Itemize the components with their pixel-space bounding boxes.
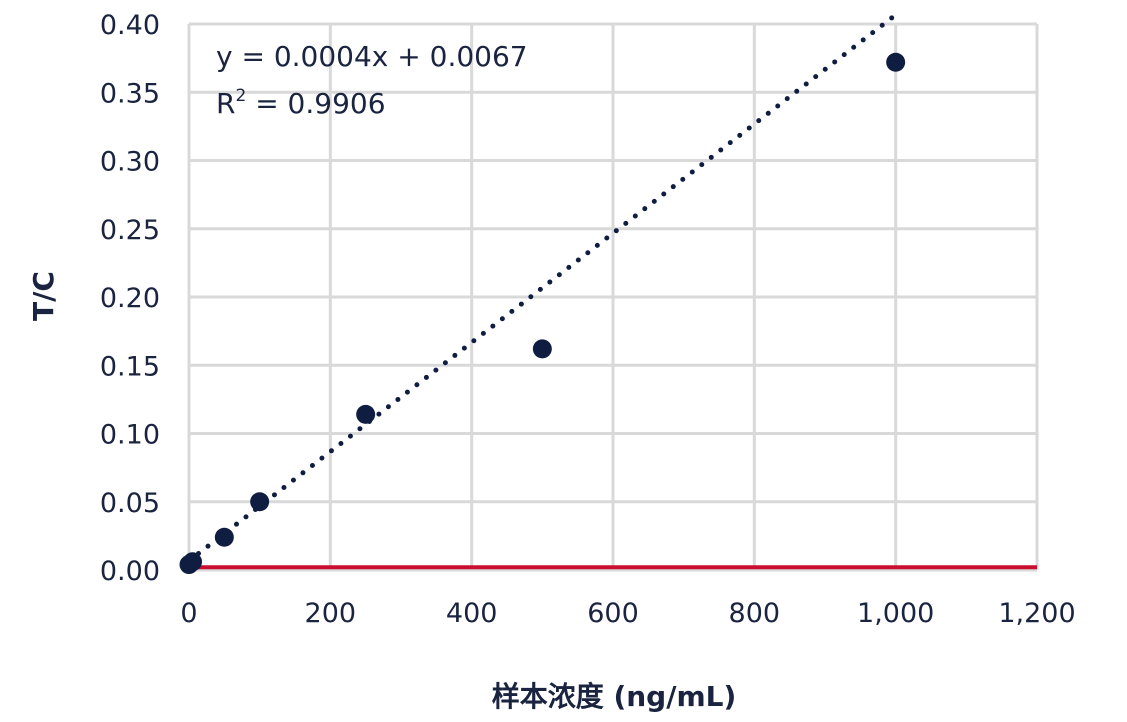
trendline — [186, 12, 899, 564]
r-squared-superscript: 2 — [235, 86, 246, 106]
data-point — [886, 52, 906, 72]
data-point — [532, 339, 552, 359]
y-tick-label: 0.35 — [100, 78, 160, 109]
y-tick-label: 0.25 — [100, 215, 160, 246]
x-tick-label: 200 — [305, 598, 357, 629]
y-tick-label: 0.40 — [100, 10, 160, 41]
r-squared-annotation: R2 = 0.9906 — [216, 86, 386, 120]
x-tick-label: 0 — [180, 598, 197, 629]
x-axis-ticks: 0 200 400 600 800 1,000 1,200 — [180, 598, 1075, 629]
y-tick-label: 0.20 — [100, 283, 160, 314]
x-tick-label: 600 — [587, 598, 639, 629]
y-axis-ticks: 0.00 0.05 0.10 0.15 0.20 0.25 0.30 0.35 0.40 — [100, 10, 160, 587]
gridlines — [187, 22, 1039, 572]
y-axis-title: T/C — [27, 271, 60, 321]
data-point — [214, 527, 234, 547]
equation-annotation: y = 0.0004x + 0.0067 — [216, 40, 528, 73]
data-point — [356, 404, 376, 424]
x-tick-label: 1,000 — [857, 598, 934, 629]
data-points — [179, 52, 906, 575]
x-tick-label: 800 — [729, 598, 781, 629]
y-tick-label: 0.30 — [100, 147, 160, 178]
trendline-path — [186, 12, 899, 564]
x-axis-title: 样本浓度 (ng/mL) — [492, 680, 737, 713]
y-tick-label: 0.00 — [100, 556, 160, 587]
y-tick-label: 0.15 — [100, 351, 160, 382]
data-point — [250, 492, 270, 512]
y-tick-label: 0.05 — [100, 488, 160, 519]
x-tick-label: 400 — [446, 598, 498, 629]
data-point — [183, 552, 203, 572]
x-tick-label: 1,200 — [998, 598, 1075, 629]
y-tick-label: 0.10 — [100, 420, 160, 451]
